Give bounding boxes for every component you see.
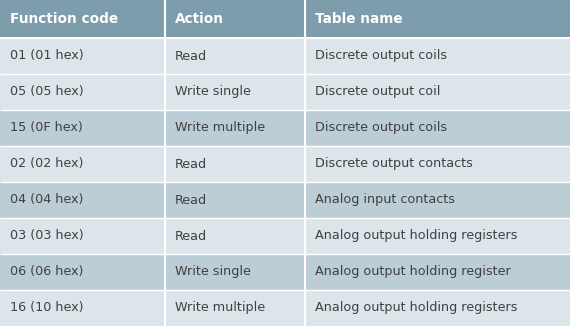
Bar <box>305 290 570 326</box>
Bar <box>165 74 305 110</box>
Bar <box>0 74 165 110</box>
Bar <box>0 254 165 290</box>
Text: Write multiple: Write multiple <box>175 122 265 134</box>
Bar <box>165 0 305 38</box>
Bar <box>165 38 305 74</box>
Bar <box>0 0 165 38</box>
Text: Write single: Write single <box>175 86 251 99</box>
Bar <box>305 182 570 218</box>
Bar <box>305 38 570 74</box>
Text: Discrete output coils: Discrete output coils <box>315 122 447 134</box>
Text: 15 (0F hex): 15 (0F hex) <box>10 122 83 134</box>
Bar <box>165 254 305 290</box>
Bar <box>165 290 305 326</box>
Bar <box>165 218 305 254</box>
Bar <box>0 182 165 218</box>
Text: 16 (10 hex): 16 (10 hex) <box>10 301 83 314</box>
Text: Read: Read <box>175 194 207 207</box>
Bar <box>165 146 305 182</box>
Bar <box>0 146 165 182</box>
Text: 01 (01 hex): 01 (01 hex) <box>10 49 84 62</box>
Text: Analog output holding register: Analog output holding register <box>315 266 511 279</box>
Text: 04 (04 hex): 04 (04 hex) <box>10 194 83 207</box>
Text: Discrete output coils: Discrete output coils <box>315 49 447 62</box>
Text: Write multiple: Write multiple <box>175 301 265 314</box>
Text: Action: Action <box>175 12 224 26</box>
Bar <box>305 0 570 38</box>
Text: 02 (02 hex): 02 (02 hex) <box>10 157 83 171</box>
Text: 06 (06 hex): 06 (06 hex) <box>10 266 83 279</box>
Text: 03 (03 hex): 03 (03 hex) <box>10 229 84 242</box>
Bar <box>0 290 165 326</box>
Bar <box>305 146 570 182</box>
Text: Function code: Function code <box>10 12 118 26</box>
Bar <box>305 254 570 290</box>
Text: Discrete output coil: Discrete output coil <box>315 86 441 99</box>
Bar <box>305 218 570 254</box>
Bar <box>305 74 570 110</box>
Bar <box>165 182 305 218</box>
Text: Table name: Table name <box>315 12 402 26</box>
Text: 05 (05 hex): 05 (05 hex) <box>10 86 84 99</box>
Bar <box>0 38 165 74</box>
Text: Discrete output contacts: Discrete output contacts <box>315 157 473 171</box>
Text: Analog input contacts: Analog input contacts <box>315 194 455 207</box>
Text: Analog output holding registers: Analog output holding registers <box>315 301 518 314</box>
Bar <box>0 110 165 146</box>
Text: Read: Read <box>175 49 207 62</box>
Text: Read: Read <box>175 229 207 242</box>
Text: Analog output holding registers: Analog output holding registers <box>315 229 518 242</box>
Bar <box>305 110 570 146</box>
Bar <box>165 110 305 146</box>
Text: Read: Read <box>175 157 207 171</box>
Bar <box>0 218 165 254</box>
Text: Write single: Write single <box>175 266 251 279</box>
